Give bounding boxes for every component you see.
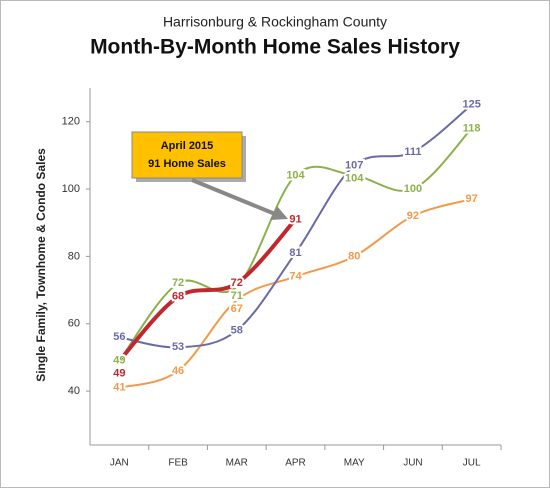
data-label: 71: [231, 290, 243, 302]
x-tick-label: JUN: [403, 458, 422, 469]
x-tick-label: FEB: [168, 458, 188, 469]
data-label: 92: [407, 210, 419, 222]
callout-box: [131, 131, 243, 179]
data-label: 72: [172, 277, 184, 289]
data-label: 111: [404, 146, 421, 158]
y-axis-label: Single Family, Townhome & Condo Sales: [34, 148, 48, 382]
callout-arrowhead: [270, 206, 288, 220]
data-label: 68: [172, 291, 184, 303]
callout-arrow: [191, 178, 276, 216]
data-label: 49: [113, 355, 125, 367]
x-tick-label: JAN: [110, 458, 129, 469]
y-tick-label: 100: [62, 183, 80, 195]
data-label: 107: [345, 159, 363, 171]
series-line: [118, 103, 473, 349]
chart-title: Month-By-Month Home Sales History: [90, 36, 460, 59]
data-label: 49: [113, 368, 125, 380]
data-label: 91: [289, 213, 301, 225]
x-tick-label: MAR: [226, 458, 248, 469]
x-tick-label: JUL: [463, 458, 481, 469]
data-label: 46: [172, 365, 184, 377]
data-label: 56: [113, 331, 125, 343]
y-tick-label: 120: [62, 116, 80, 128]
series-line: [118, 127, 473, 362]
data-label: 72: [231, 277, 243, 289]
data-label: 53: [172, 341, 184, 353]
y-tick-label: 80: [68, 250, 80, 262]
series-line: [118, 198, 473, 389]
data-label: 67: [231, 303, 243, 315]
series-line: [117, 217, 298, 363]
data-label: 80: [348, 250, 360, 262]
callout-text: April 2015: [161, 140, 214, 152]
chart-supertitle: Harrisonburg & Rockingham County: [163, 14, 387, 30]
data-label: 41: [113, 382, 125, 394]
y-tick-label: 60: [68, 318, 80, 330]
callout-text: 91 Home Sales: [148, 158, 226, 170]
data-label: 104: [345, 172, 364, 184]
x-tick-label: MAY: [344, 458, 365, 469]
data-label: 118: [463, 122, 481, 134]
data-label: 81: [289, 247, 301, 259]
data-label: 100: [404, 183, 422, 195]
y-tick-label: 40: [68, 385, 80, 397]
data-label: 74: [289, 271, 302, 283]
data-label: 125: [462, 99, 480, 111]
data-label: 97: [466, 193, 478, 205]
data-label: 104: [286, 169, 305, 181]
x-tick-label: APR: [285, 458, 306, 469]
data-label: 58: [231, 324, 243, 336]
